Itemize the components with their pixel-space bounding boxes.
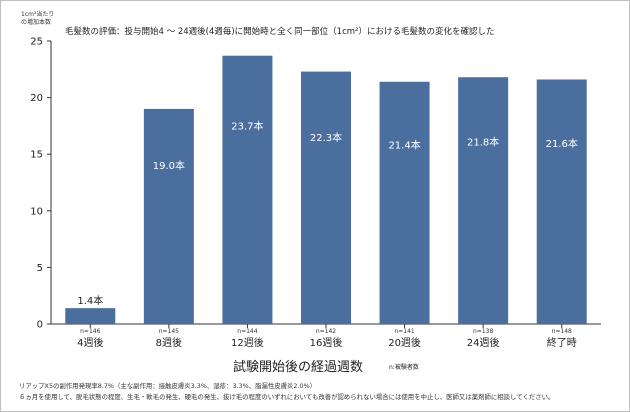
- data-label: 22.3本: [310, 131, 342, 144]
- data-label: 19.0本: [153, 159, 185, 172]
- x-tick-label: 16週後: [310, 336, 343, 349]
- chart-title: 毛髪数の評価：投与開始4 〜 24週後(4週毎)に開始時と全く同一部位（1cm²…: [65, 27, 495, 37]
- data-label: 21.6本: [546, 137, 578, 150]
- y-axis-unit-label: 1cm²当たり の増加本数: [21, 11, 55, 26]
- data-label: 23.7本: [231, 119, 263, 132]
- bar: [536, 79, 587, 324]
- y-tick-label: 10: [30, 206, 43, 217]
- y-tick-label: 20: [30, 93, 43, 104]
- n-label: n=145: [159, 328, 179, 335]
- bar: [301, 71, 351, 325]
- x-tick-label: 24週後: [467, 336, 500, 349]
- data-label: 1.4本: [77, 294, 103, 307]
- n-label: n=146: [80, 328, 100, 335]
- x-tick-label: 終了時: [547, 336, 577, 349]
- bar: [379, 81, 430, 324]
- n-label: n=144: [237, 328, 257, 335]
- n-label: n=141: [394, 328, 414, 335]
- x-tick-label: 4週後: [77, 336, 103, 349]
- x-tick-label: 12週後: [231, 336, 264, 349]
- x-axis-title: 試験開始後の経過週数: [233, 360, 364, 375]
- n-label: n=138: [473, 328, 493, 335]
- bar: [65, 308, 116, 324]
- x-tick-label: 8週後: [156, 336, 182, 349]
- y-tick-label: 15: [30, 150, 43, 161]
- x-axis-note: n:被験者数: [389, 364, 419, 371]
- footnote-usage-warning: ６ヵ月を使用して、脱毛状態の程度、生毛・軟毛の発生、硬毛の発生、抜け毛の程度のい…: [19, 393, 555, 401]
- x-tick-label: 20週後: [388, 336, 421, 349]
- bar: [222, 55, 273, 324]
- y-tick-label: 25: [30, 37, 43, 48]
- bar: [143, 108, 194, 324]
- n-label: n=148: [552, 328, 572, 335]
- bar: [458, 77, 509, 324]
- n-label: n=142: [316, 328, 336, 335]
- data-label: 21.4本: [388, 139, 420, 152]
- data-label: 21.8本: [467, 135, 499, 148]
- footnote-side-effects: リアップX5の副作用発現率8.7%（主な副作用：接触皮膚炎3.3%、湿疹：3.3…: [19, 382, 317, 390]
- y-tick-label: 5: [37, 263, 43, 274]
- y-tick-label: 0: [37, 320, 43, 331]
